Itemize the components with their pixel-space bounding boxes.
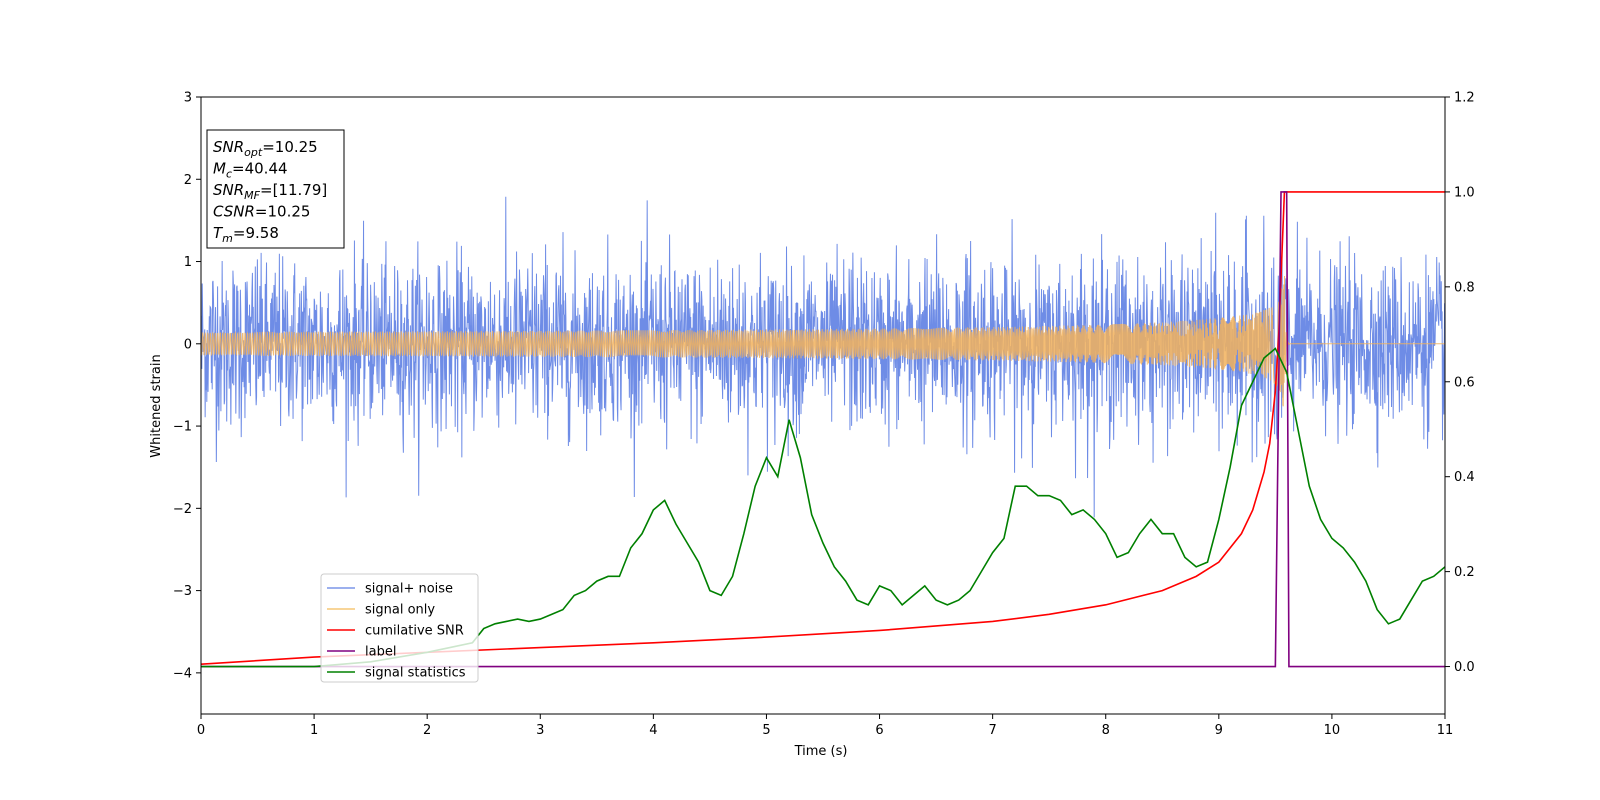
y-tick-label: −2 xyxy=(173,502,192,517)
plot-frame xyxy=(200,96,1446,715)
y-right-tick-label: 0.0 xyxy=(1454,660,1475,675)
annotation-line: SNRopt=10.25 xyxy=(213,138,318,159)
y-axis-right: 1.2 1.0 0.8 0.6 0.4 0.2 0.0 xyxy=(1445,91,1475,675)
x-axis: 0 1 2 3 4 5 6 7 8 9 10 11 xyxy=(197,714,1453,738)
y-right-tick-label: 0.8 xyxy=(1454,280,1475,295)
y-right-tick-label: 1.2 xyxy=(1454,91,1475,106)
y-tick-label: −4 xyxy=(173,666,192,681)
legend-label: cumilative SNR xyxy=(365,624,464,639)
series-signal-only xyxy=(201,275,1445,407)
x-tick-label: 7 xyxy=(988,723,996,738)
legend-label: label xyxy=(365,645,396,660)
x-tick-label: 5 xyxy=(762,723,770,738)
y-tick-label: 0 xyxy=(184,337,192,352)
x-tick-label: 0 xyxy=(197,723,205,738)
y-axis-label: Whitened strain xyxy=(149,354,164,457)
plot-area xyxy=(201,191,1445,668)
x-tick-label: 11 xyxy=(1437,723,1454,738)
annotation-line: Mc=40.44 xyxy=(213,160,288,181)
x-tick-label: 6 xyxy=(875,723,883,738)
x-tick-label: 10 xyxy=(1324,723,1341,738)
x-tick-label: 9 xyxy=(1215,723,1223,738)
annotation-box: SNRopt=10.25Mc=40.44SNRMF=[11.79]CSNR=10… xyxy=(206,129,345,249)
y-right-tick-label: 1.0 xyxy=(1454,185,1475,200)
annotation-line: Tm=9.58 xyxy=(213,224,279,245)
y-tick-label: 3 xyxy=(184,91,192,106)
legend-label: signal+ noise xyxy=(365,582,453,597)
annotation-line: CSNR=10.25 xyxy=(213,203,310,221)
y-right-tick-label: 0.2 xyxy=(1454,565,1475,580)
x-axis-label: Time (s) xyxy=(794,744,848,759)
legend-label: signal statistics xyxy=(365,666,466,681)
y-tick-label: 2 xyxy=(184,173,192,188)
y-axis-left: 3 2 1 0 −1 −2 −3 −4 xyxy=(173,91,201,681)
x-tick-label: 3 xyxy=(536,723,544,738)
series-signal-statistics xyxy=(201,347,1445,668)
y-tick-label: −3 xyxy=(173,584,192,599)
y-tick-label: −1 xyxy=(173,420,192,435)
y-right-tick-label: 0.6 xyxy=(1454,375,1475,390)
legend: signal+ noise signal only cumilative SNR la… xyxy=(320,573,479,683)
x-tick-label: 2 xyxy=(423,723,431,738)
series-label xyxy=(201,191,1445,668)
series-cumilative-snr xyxy=(201,191,1445,665)
x-tick-label: 8 xyxy=(1102,723,1110,738)
x-tick-label: 4 xyxy=(649,723,657,738)
annotation-line: SNRMF=[11.79] xyxy=(213,181,327,202)
legend-label: signal only xyxy=(365,603,435,618)
x-tick-label: 1 xyxy=(310,723,318,738)
y-tick-label: 1 xyxy=(184,255,192,270)
y-right-tick-label: 0.4 xyxy=(1454,470,1475,485)
